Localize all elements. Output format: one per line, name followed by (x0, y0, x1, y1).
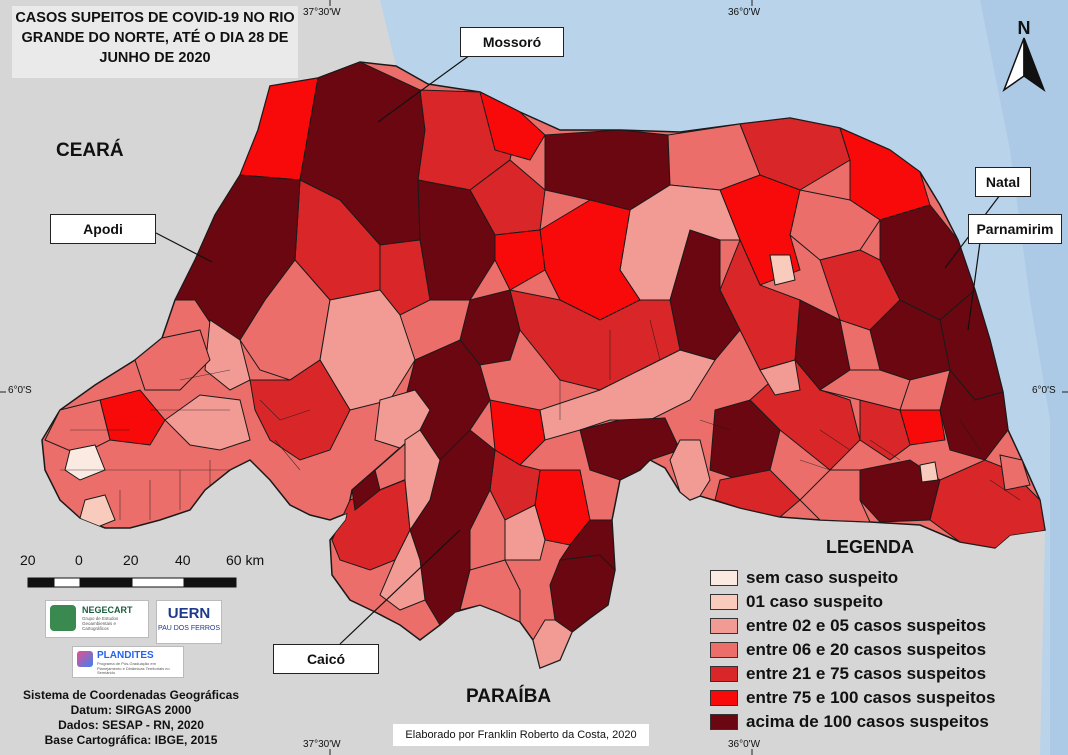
coord-bottom-left: 37°30'W (303, 739, 341, 750)
legend-swatch (710, 570, 738, 586)
north-arrow-label: N (1018, 18, 1031, 38)
municipality[interactable] (558, 519, 616, 572)
municipality[interactable] (999, 454, 1031, 491)
scale-label: 20 (123, 552, 139, 568)
municipality[interactable] (579, 417, 681, 481)
footer-datum: Datum: SIRGAS 2000 (70, 703, 192, 717)
legend-swatch (710, 666, 738, 682)
municipality[interactable] (939, 368, 1009, 461)
municipality[interactable] (504, 504, 546, 561)
uern-title: UERN (167, 605, 211, 622)
callout-mossoro: Mossoró (460, 27, 564, 57)
municipality[interactable] (769, 254, 796, 286)
author-credit: Elaborado por Franklin Roberto da Costa,… (393, 724, 649, 746)
scale-label: 0 (75, 552, 83, 568)
municipality[interactable] (164, 394, 251, 451)
region-label-ceara: CEARÁ (56, 140, 124, 161)
legend-label: entre 06 e 20 casos suspeitos (746, 640, 987, 659)
footer-data-source: Dados: SESAP - RN, 2020 (58, 718, 204, 732)
legend-title: LEGENDA (826, 537, 915, 557)
callout-caico: Caicó (273, 644, 379, 674)
plandites-icon (77, 651, 93, 667)
municipality[interactable] (489, 399, 546, 466)
callout-apodi: Apodi (50, 214, 156, 244)
plandites-logo: PLANDITES Programa de Pós-Graduação em P… (72, 646, 184, 678)
callout-parnamirim: Parnamirim (968, 214, 1062, 244)
municipality[interactable] (379, 239, 431, 316)
coord-top-right: 36°0'W (728, 7, 761, 18)
municipality[interactable] (479, 91, 546, 161)
municipality[interactable] (351, 469, 381, 511)
legend-swatch (710, 714, 738, 730)
tree-icon (50, 605, 76, 631)
coord-top-left: 37°30'W (303, 7, 341, 18)
footer-base-map: Base Cartográfica: IBGE, 2015 (44, 733, 218, 747)
legend-label: entre 02 e 05 casos suspeitos (746, 616, 987, 635)
municipality[interactable] (714, 469, 801, 518)
municipality[interactable] (459, 559, 521, 623)
municipality[interactable] (64, 444, 106, 481)
municipality[interactable] (532, 619, 573, 668)
deep-sea (980, 0, 1068, 755)
legend-item: 01 caso suspeito (710, 592, 883, 612)
coord-right-lat: 6°0'S (1032, 385, 1056, 396)
scale-label: 20 (20, 552, 36, 568)
plandites-subtitle: Programa de Pós-Graduação em Planejament… (97, 661, 170, 675)
legend-label: acima de 100 casos suspeitos (746, 712, 989, 731)
uern-logo: UERN PAU DOS FERROS (156, 600, 222, 644)
legend-item: entre 21 e 75 casos suspeitos (710, 664, 986, 684)
scale-label: 60 km (226, 552, 265, 568)
municipality[interactable] (79, 494, 116, 529)
legend-item: entre 75 e 100 casos suspeitos (710, 688, 995, 708)
boundary-lines (60, 319, 1021, 520)
legend-swatch (710, 618, 738, 634)
municipality[interactable] (249, 359, 351, 461)
municipality[interactable] (818, 369, 911, 411)
municipality[interactable] (919, 461, 939, 483)
coord-left-lat: 6°0'S (8, 385, 32, 396)
negecart-title: NEGECART (82, 605, 133, 615)
coord-bottom-right: 36°0'W (728, 739, 761, 750)
north-arrow-icon (1002, 37, 1046, 93)
negecart-logo: NEGECART Grupo de Estudos Geoambientais … (45, 600, 149, 638)
municipality[interactable] (669, 439, 711, 501)
uern-subtitle: PAU DOS FERROS (157, 625, 221, 632)
legend-item: sem caso suspeito (710, 568, 898, 588)
municipalities (44, 62, 1045, 668)
map-title: CASOS SUPEITOS DE COVID-19 NO RIO GRANDE… (15, 10, 295, 66)
legend-label: entre 21 e 75 casos suspeitos (746, 664, 987, 683)
municipality[interactable] (759, 359, 801, 396)
legend-item: acima de 100 casos suspeitos (710, 712, 989, 732)
legend-label: sem caso suspeito (746, 568, 899, 587)
legend-label: entre 75 e 100 casos suspeitos (746, 688, 996, 707)
region-label-paraiba: PARAÍBA (466, 686, 552, 707)
scale-bar (27, 577, 237, 588)
title-background (12, 6, 298, 78)
municipality[interactable] (404, 429, 441, 532)
scale-label: 40 (175, 552, 191, 568)
plandites-title: PLANDITES (97, 650, 154, 661)
negecart-subtitle: Grupo de Estudos Geoambientais e Cartogr… (82, 616, 119, 631)
legend-label: 01 caso suspeito (746, 592, 884, 611)
legend-item: entre 02 e 05 casos suspeitos (710, 616, 986, 636)
municipality[interactable] (134, 329, 211, 391)
callout-natal: Natal (975, 167, 1031, 197)
legend-swatch (710, 594, 738, 610)
footer-coord-system: Sistema de Coordenadas Geográficas (22, 688, 240, 702)
legend-item: entre 06 e 20 casos suspeitos (710, 640, 986, 660)
legend-swatch (710, 690, 738, 706)
municipality[interactable] (539, 349, 716, 441)
legend-swatch (710, 642, 738, 658)
